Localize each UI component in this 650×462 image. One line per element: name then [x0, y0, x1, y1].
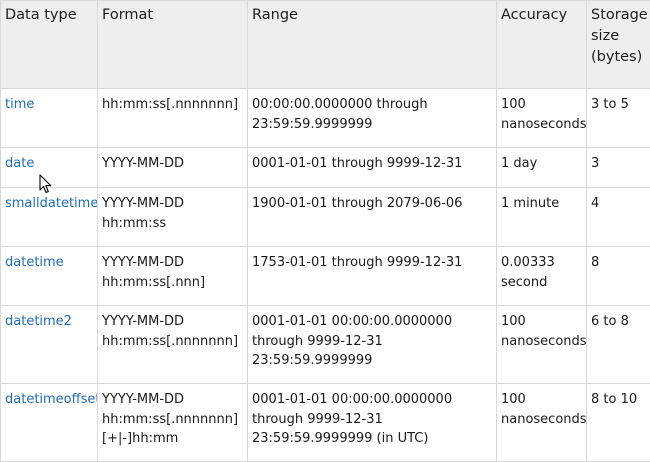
format-cell: YYYY-MM-DD hh:mm:ss[.nnn]	[98, 247, 248, 306]
header-accuracy: Accuracy	[497, 1, 587, 89]
accuracy-cell: 1 minute	[497, 188, 587, 247]
header-data-type: Data type	[1, 1, 98, 89]
mouse-pointer-icon	[39, 174, 53, 194]
accuracy-cell: 1 day	[497, 148, 587, 188]
data-type-link[interactable]: time	[1, 89, 98, 148]
table-row: datetimeoffset YYYY-MM-DD hh:mm:ss[.nnnn…	[1, 384, 650, 462]
table-row: date YYYY-MM-DD 0001-01-01 through 9999-…	[1, 148, 650, 188]
format-cell: YYYY-MM-DD hh:mm:ss	[98, 188, 248, 247]
table-row: smalldatetime YYYY-MM-DD hh:mm:ss 1900-0…	[1, 188, 650, 247]
header-row: Data type Format Range Accuracy Storage …	[1, 1, 650, 89]
header-range: Range	[248, 1, 497, 89]
format-cell: hh:mm:ss[.nnnnnnn]	[98, 89, 248, 148]
data-type-link[interactable]: datetimeoffset	[1, 384, 98, 462]
accuracy-cell: 0.00333 second	[497, 247, 587, 306]
header-format: Format	[98, 1, 248, 89]
range-cell: 00:00:00.0000000 through 23:59:59.999999…	[248, 89, 497, 148]
storage-cell: 8	[587, 247, 650, 306]
data-type-link[interactable]: datetime2	[1, 306, 98, 384]
range-cell: 0001-01-01 00:00:00.0000000 through 9999…	[248, 306, 497, 384]
storage-cell: 3 to 5	[587, 89, 650, 148]
storage-cell: 4	[587, 188, 650, 247]
storage-cell: 3	[587, 148, 650, 188]
storage-cell: 8 to 10	[587, 384, 650, 462]
table-row: datetime2 YYYY-MM-DD hh:mm:ss[.nnnnnnn] …	[1, 306, 650, 384]
storage-cell: 6 to 8	[587, 306, 650, 384]
accuracy-cell: 100 nanoseconds	[497, 384, 587, 462]
format-cell: YYYY-MM-DD hh:mm:ss[.nnnnnnn]	[98, 306, 248, 384]
accuracy-cell: 100 nanoseconds	[497, 89, 587, 148]
range-cell: 1753-01-01 through 9999-12-31	[248, 247, 497, 306]
accuracy-cell: 100 nanoseconds	[497, 306, 587, 384]
range-cell: 0001-01-01 through 9999-12-31	[248, 148, 497, 188]
table-row: datetime YYYY-MM-DD hh:mm:ss[.nnn] 1753-…	[1, 247, 650, 306]
table-row: time hh:mm:ss[.nnnnnnn] 00:00:00.0000000…	[1, 89, 650, 148]
range-cell: 0001-01-01 00:00:00.0000000 through 9999…	[248, 384, 497, 462]
header-storage-size: Storage size (bytes)	[587, 1, 650, 89]
format-cell: YYYY-MM-DD	[98, 148, 248, 188]
range-cell: 1900-01-01 through 2079-06-06	[248, 188, 497, 247]
format-cell: YYYY-MM-DD hh:mm:ss[.nnnnnnn] [+|-]hh:mm	[98, 384, 248, 462]
data-type-link[interactable]: datetime	[1, 247, 98, 306]
data-type-link[interactable]: smalldatetime	[1, 188, 98, 247]
